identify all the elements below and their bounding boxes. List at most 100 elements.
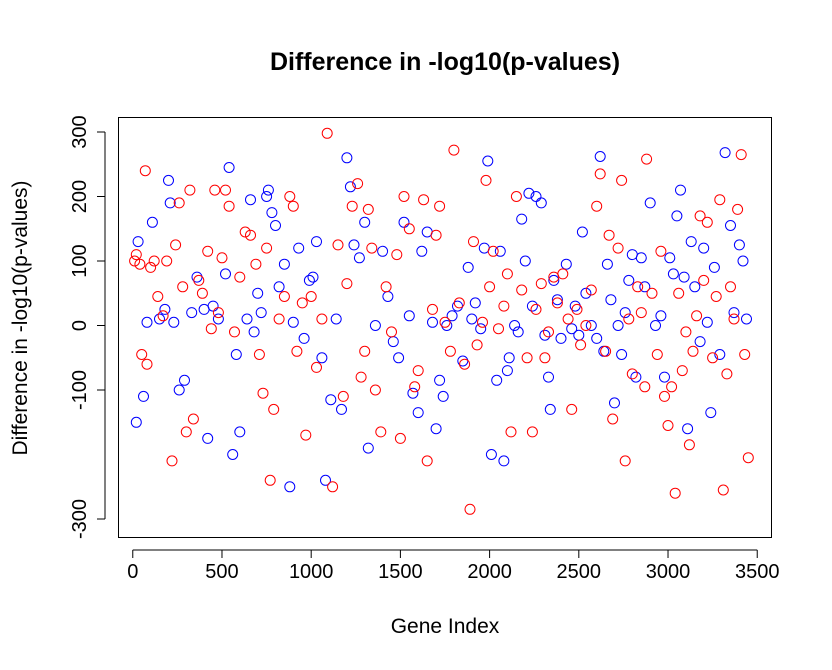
data-point-series-2 <box>655 245 667 257</box>
data-point-series-2 <box>321 127 333 139</box>
data-point-series-1 <box>503 352 515 364</box>
data-point-series-1 <box>130 416 142 428</box>
data-point-series-2 <box>375 426 387 438</box>
data-point-series-1 <box>341 152 353 164</box>
data-point-series-1 <box>689 281 701 293</box>
data-point-series-2 <box>403 223 415 235</box>
data-point-series-1 <box>446 310 458 322</box>
data-point-series-2 <box>170 239 182 251</box>
data-point-series-1 <box>311 236 322 248</box>
data-point-series-1 <box>612 320 624 331</box>
data-point-series-1 <box>248 326 260 338</box>
data-point-series-2 <box>669 487 681 499</box>
data-point-series-2 <box>145 261 157 273</box>
x-tick-label: 3000 <box>646 561 691 583</box>
data-point-series-2 <box>418 194 430 206</box>
data-point-series-2 <box>600 345 612 357</box>
data-point-series-2 <box>332 239 344 251</box>
data-point-series-2 <box>173 197 185 209</box>
y-tick-label: -300 <box>69 499 91 539</box>
data-point-series-1 <box>482 155 494 167</box>
data-point-series-2 <box>412 365 424 377</box>
data-point-series-1 <box>138 390 149 402</box>
data-point-series-1 <box>255 307 267 319</box>
data-point-series-1 <box>434 374 446 386</box>
data-point-series-2 <box>196 287 208 299</box>
x-tick-label: 1000 <box>289 561 334 583</box>
x-tick-label: 2000 <box>467 561 512 583</box>
data-point-series-2 <box>635 307 647 319</box>
data-point-series-2 <box>448 144 460 156</box>
data-point-series-2 <box>543 326 554 338</box>
data-point-series-2 <box>487 245 499 257</box>
data-point-series-2 <box>139 165 151 177</box>
data-point-series-1 <box>344 181 356 193</box>
data-point-series-2 <box>209 184 221 196</box>
data-point-series-2 <box>612 242 624 254</box>
data-point-series-2 <box>623 313 635 325</box>
data-point-series-1 <box>186 307 198 319</box>
data-point-series-1 <box>519 255 531 267</box>
data-point-series-2 <box>498 300 510 312</box>
data-point-series-2 <box>603 229 615 241</box>
data-point-series-1 <box>551 294 563 306</box>
data-point-series-1 <box>223 162 235 173</box>
data-point-series-2 <box>468 236 479 248</box>
data-point-series-2 <box>721 368 733 380</box>
data-point-series-1 <box>393 352 405 364</box>
data-point-series-2 <box>250 258 262 270</box>
data-point-series-2 <box>694 210 706 222</box>
data-point-series-2 <box>184 184 196 196</box>
data-point-series-1 <box>270 220 281 231</box>
data-point-series-1 <box>469 297 481 309</box>
data-point-series-1 <box>359 216 371 228</box>
data-point-series-2 <box>639 381 651 393</box>
data-point-series-1 <box>227 449 239 460</box>
data-point-series-2 <box>484 281 496 293</box>
data-point-series-1 <box>494 245 506 257</box>
data-point-series-1 <box>462 261 474 273</box>
data-point-series-1 <box>325 394 337 406</box>
x-axis-label: Gene Index <box>391 615 500 638</box>
data-point-series-1 <box>416 245 428 257</box>
data-point-series-2 <box>134 258 146 270</box>
data-point-series-1 <box>548 274 560 286</box>
data-point-series-2 <box>646 287 658 299</box>
data-point-series-1 <box>159 303 171 315</box>
data-point-series-1 <box>667 268 679 280</box>
data-point-series-1 <box>512 326 524 338</box>
data-point-series-1 <box>655 310 667 322</box>
x-tick-label: 1500 <box>378 561 423 583</box>
data-point-series-1 <box>585 320 597 331</box>
data-point-series-1 <box>407 387 419 399</box>
data-point-series-1 <box>605 294 617 306</box>
data-point-series-1 <box>555 332 567 344</box>
data-point-series-1 <box>526 300 538 312</box>
data-point-series-2 <box>728 313 740 325</box>
data-point-series-1 <box>501 365 513 377</box>
data-point-series-2 <box>291 345 303 357</box>
data-point-series-1 <box>241 313 253 325</box>
data-point-series-1 <box>573 329 585 341</box>
data-point-series-2 <box>205 323 217 335</box>
data-point-series-2 <box>380 281 392 293</box>
data-point-series-2 <box>187 413 199 425</box>
data-point-series-2 <box>701 216 713 228</box>
data-point-series-2 <box>177 281 189 293</box>
data-point-series-1 <box>619 307 631 319</box>
data-point-series-2 <box>193 274 205 286</box>
data-point-series-2 <box>521 352 533 364</box>
data-point-series-2 <box>619 455 631 467</box>
data-point-series-2 <box>273 313 285 325</box>
data-point-series-2 <box>659 390 670 402</box>
data-point-series-1 <box>132 236 144 248</box>
data-point-series-1 <box>293 242 305 254</box>
data-point-series-1 <box>601 258 613 270</box>
data-point-series-2 <box>129 255 141 267</box>
data-point-series-2 <box>148 255 160 267</box>
data-point-series-2 <box>510 191 522 202</box>
data-point-series-1 <box>387 336 399 348</box>
data-point-series-1 <box>261 191 273 202</box>
data-point-series-2 <box>355 371 367 383</box>
